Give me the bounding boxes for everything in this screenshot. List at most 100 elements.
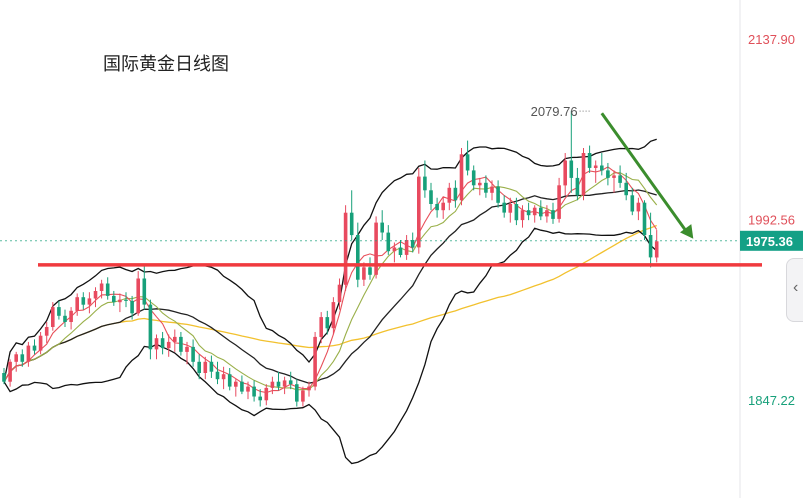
candle-body: [441, 202, 445, 211]
candle-body: [258, 396, 262, 401]
candle-body: [398, 247, 403, 255]
candle-body: [587, 153, 592, 168]
candle-body: [484, 182, 488, 193]
candle-body: [2, 373, 6, 382]
candle-body: [160, 338, 165, 349]
candle-body: [331, 302, 336, 329]
candle-body: [203, 361, 208, 373]
candle-body: [502, 202, 506, 213]
chevron-left-icon: ‹: [793, 279, 799, 296]
boll-middle-line: [3, 189, 657, 384]
candle-body: [240, 381, 244, 392]
candle-body: [252, 386, 256, 397]
candle-body: [606, 170, 610, 178]
candle-body: [508, 204, 513, 213]
candle-body: [386, 232, 391, 252]
candle-body: [514, 204, 519, 221]
candle-body: [618, 175, 622, 183]
candle-body: [221, 374, 226, 380]
candle-body: [465, 154, 470, 171]
candle-body: [447, 187, 452, 203]
candle-body: [563, 160, 567, 186]
candle-body: [136, 278, 140, 314]
candle-body: [191, 346, 195, 362]
candle-body: [130, 300, 134, 314]
candle-body: [569, 160, 574, 178]
candle-body: [8, 361, 12, 382]
candle-body: [374, 222, 378, 275]
candle-body: [75, 297, 79, 311]
candle-body: [343, 212, 348, 285]
candle-body: [429, 190, 433, 204]
candle-body: [307, 386, 311, 391]
trend-arrow-head: [680, 224, 694, 239]
candle-body: [557, 185, 561, 219]
candle-body: [435, 204, 439, 211]
candle-body: [227, 374, 232, 387]
candle-body: [417, 176, 421, 248]
candle-body: [234, 381, 238, 387]
candle-body: [642, 202, 647, 235]
candle-body: [276, 381, 281, 387]
candle-body: [93, 291, 98, 299]
candle-body: [57, 307, 61, 316]
candle-body: [209, 361, 214, 372]
candle-body: [581, 153, 586, 196]
candle-body: [63, 315, 67, 322]
candle-body: [575, 177, 580, 196]
candle-body: [81, 297, 86, 305]
candle-body: [624, 182, 628, 196]
candle-body: [215, 371, 220, 380]
candle-body: [453, 187, 458, 201]
candle-body: [166, 341, 171, 349]
candle-body: [118, 299, 122, 303]
collapse-panel-button[interactable]: ‹: [786, 258, 803, 322]
candle-body: [32, 345, 37, 351]
candle-body: [630, 195, 635, 212]
price-axis-label: 1847.22: [748, 393, 795, 408]
candle-body: [246, 386, 250, 392]
boll-upper-line: [3, 138, 657, 382]
candle-body: [496, 186, 500, 203]
trend-arrow-line: [600, 112, 689, 234]
candle-body: [282, 380, 287, 387]
candle-body: [288, 380, 293, 385]
annotations-layer: 2079.76: [0, 104, 762, 267]
candle-body: [313, 336, 317, 387]
high-price-label: 2079.76: [531, 104, 578, 119]
candle-body: [319, 317, 323, 337]
candle-body: [349, 212, 354, 236]
candle-body: [20, 354, 25, 362]
candle-body: [423, 176, 427, 191]
candle-body: [264, 387, 269, 401]
candle-body: [356, 235, 360, 280]
candle-body: [105, 283, 110, 296]
candle-body: [648, 235, 653, 258]
current-price-tag: [740, 230, 803, 251]
candle-body: [26, 345, 31, 362]
candle-body: [520, 210, 525, 221]
candle-body: [185, 346, 189, 352]
candle-body: [142, 278, 147, 305]
candle-body: [112, 295, 116, 303]
candle-body: [612, 175, 616, 178]
candle-body: [404, 240, 409, 255]
candle-body: [295, 384, 299, 402]
price-axis-label: 1992.56: [748, 212, 795, 227]
candle-body: [179, 336, 183, 352]
candle-body: [410, 240, 415, 248]
candle-body: [44, 327, 49, 336]
candle-body: [459, 154, 464, 201]
candle-body: [69, 310, 73, 322]
candle-body: [593, 165, 598, 168]
candle-body: [490, 186, 494, 193]
candle-body: [600, 165, 604, 171]
chart-title: 国际黄金日线图: [103, 54, 229, 75]
candle-body: [526, 210, 531, 216]
candle-body: [539, 207, 543, 217]
candle-body: [478, 182, 482, 186]
candle-body: [636, 202, 641, 212]
candle-body: [124, 299, 128, 301]
